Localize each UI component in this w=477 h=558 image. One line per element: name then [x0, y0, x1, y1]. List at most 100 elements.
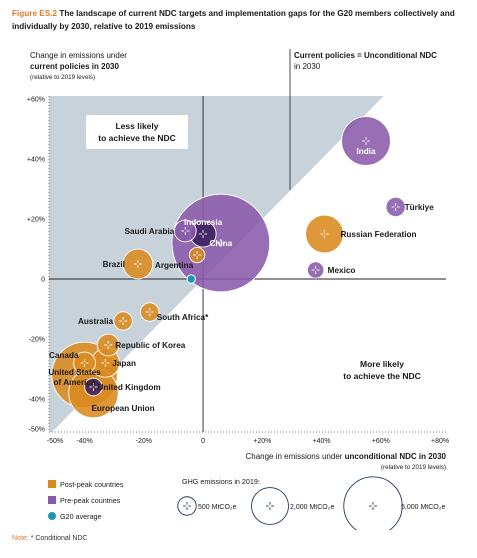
bubble-circle [171, 193, 271, 293]
bubble-label-brazil: Brazil [103, 260, 125, 269]
bubble-mexico [306, 261, 325, 279]
legend-swatch-g20-average [48, 512, 56, 520]
bubble-crosshair [181, 227, 190, 235]
bubble-label-india: India [356, 147, 376, 156]
bubble-crosshair [89, 383, 98, 391]
g20-average-point [186, 274, 196, 284]
bubble-label-australia: Australia [78, 317, 113, 326]
note-text: * Conditional NDC [30, 535, 88, 542]
bubble-circle [140, 302, 160, 322]
bubble-circle [306, 261, 325, 279]
bubble-canada [73, 351, 96, 375]
bubble-crosshair [216, 239, 225, 247]
bubble-crosshair [133, 260, 142, 268]
x-tick-label: +80% [431, 438, 449, 445]
y-axis-title-line1: Change in emissions under [30, 51, 127, 60]
more-likely-box [326, 353, 438, 387]
y-tick-label: +20% [27, 217, 45, 224]
legend-label-pre-peak-countries: Pre-peak countries [60, 496, 121, 505]
note: Note: * Conditional NDC [12, 535, 88, 542]
y-tick-label: -20% [29, 337, 45, 344]
size-legend-circle-2000 [251, 487, 289, 525]
bubble-label-t-rkiye: Türkiye [405, 203, 435, 212]
bubble-label-south-africa: South Africa* [157, 313, 209, 322]
bubble-label-russian-federation: Russian Federation [341, 230, 417, 239]
bubble-brazil [122, 248, 154, 280]
bubble-crosshair [104, 341, 113, 349]
x-tick-label: -50% [47, 438, 63, 445]
bubble-label-mexico: Mexico [328, 266, 356, 275]
bubble-circle [113, 311, 133, 331]
bubble-crosshair [80, 359, 89, 367]
bubble-t-rkiye [385, 196, 406, 218]
y-tick-label: -50% [29, 427, 45, 434]
note-label: Note: [12, 535, 29, 542]
bubble-china [171, 193, 271, 293]
bubble-label-indonesia: Indonesia [184, 218, 223, 227]
bubble-label-republic-of-korea: Republic of Korea [115, 341, 186, 350]
x-tick-label: 0 [201, 438, 205, 445]
bubble-label-canada: Canada [49, 351, 79, 360]
legend-label-post-peak-countries: Post-peak countries [60, 480, 124, 489]
x-axis-title: Change in emissions under unconditional … [245, 452, 446, 461]
bubble-label-japan: Japan [112, 359, 136, 368]
bubble-circle [122, 248, 154, 280]
x-tick-label: -20% [136, 438, 152, 445]
bubble-united-kingdom [84, 377, 103, 397]
bubble-crosshair [101, 359, 110, 367]
figure-title-text: The landscape of current NDC targets and… [12, 9, 455, 31]
legend-label-g20-average: G20 average [60, 512, 102, 521]
bubble-circle [385, 196, 406, 218]
figure-label: Figure ES.2 [12, 9, 58, 18]
size-legend-label-2000: 2,000 MtCO₂e [290, 504, 334, 511]
size-legend-label-5000: 5,000 MtCO₂e [401, 504, 445, 511]
diagonal-label-subtitle: in 2030 [294, 62, 321, 71]
size-legend-circle-500 [177, 496, 197, 516]
bubble-south-africa [140, 302, 160, 322]
emissions-scatter-chart: -50% -40% -20% 0 +20% +40% +60% +80% +60% +40% +20… [27, 49, 449, 530]
bubble-crosshair [320, 230, 329, 238]
bubble-circle [73, 351, 96, 375]
less-likely-label-line1: Less likely [115, 121, 158, 131]
bubble-saudi-arabia [173, 219, 197, 243]
more-likely-label-line1: More likely [360, 359, 404, 369]
y-axis-title-line2: current policies in 2030 [30, 62, 119, 71]
bubble-crosshair [199, 230, 208, 238]
bubble-crosshair [119, 317, 128, 325]
bubble-crosshair [183, 502, 191, 510]
bubble-russian-federation [305, 214, 344, 254]
size-legend-title: GHG emissions in 2019: [182, 477, 260, 486]
size-legend-label-500: 500 MtCO₂e [198, 504, 237, 511]
x-axis-subtitle: (relative to 2019 levels) [381, 464, 446, 471]
bubble-circle [84, 377, 103, 397]
y-axis-title-line3: (relative to 2019 levels) [30, 74, 95, 81]
less-likely-label-line2: to achieve the NDC [98, 133, 175, 143]
bubble-label-saudi-arabia: Saudi Arabia [125, 227, 175, 236]
y-tick-label: 0 [41, 277, 45, 284]
y-tick-label: -40% [29, 397, 45, 404]
legend-swatch-post-peak-countries [48, 480, 56, 488]
bubble-label-united-kingdom: United Kingdom [97, 383, 160, 392]
bubble-argentina [188, 246, 206, 264]
bubble-crosshair [145, 308, 154, 316]
y-tick-label: +60% [27, 97, 45, 104]
bubble-crosshair [311, 266, 320, 274]
bubble-crosshair [369, 502, 377, 510]
bubble-circle [188, 246, 206, 264]
bubble-australia [113, 311, 133, 331]
bubble-circle [341, 116, 391, 166]
bubble-crosshair [391, 203, 400, 211]
legend: Post-peak countries Pre-peak countries G20… [48, 476, 445, 530]
x-tick-label: -40% [76, 438, 92, 445]
diagonal-label-title: Current policies = Unconditional NDC [294, 51, 437, 60]
legend-swatch-pre-peak-countries [48, 496, 56, 504]
bubble-circle [173, 219, 197, 243]
bubble-circle [305, 214, 344, 254]
more-likely-label-line2: to achieve the NDC [343, 371, 420, 381]
bubble-republic-of-korea [96, 333, 120, 357]
bubble-label-united-states-of-america: United States of America [48, 368, 101, 387]
y-tick-label: +40% [27, 157, 45, 164]
bubble-circle [96, 333, 120, 357]
bubble-label-argentina: Argentina [155, 261, 194, 270]
less-likely-box [86, 115, 188, 149]
